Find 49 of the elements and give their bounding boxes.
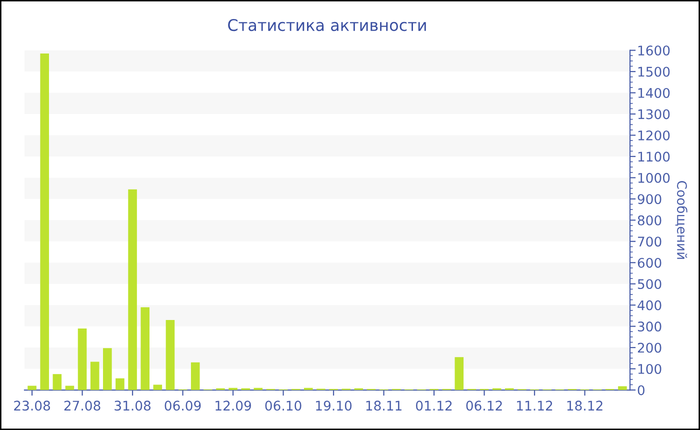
- bar: [254, 388, 263, 390]
- y-tick-label: 1100: [638, 152, 670, 162]
- bar: [90, 362, 100, 390]
- y-tick-label: 500: [638, 279, 662, 290]
- y-axis-title: Сообщений: [675, 180, 688, 259]
- x-tick-label: 06.12: [466, 400, 502, 411]
- y-tick-label: 1600: [638, 46, 670, 56]
- bar: [166, 320, 175, 390]
- bar: [116, 378, 124, 390]
- bar: [228, 388, 238, 390]
- x-tick-label: 27.08: [64, 400, 100, 411]
- y-tick-label: 200: [638, 342, 662, 353]
- y-tick-label: 1300: [638, 109, 670, 120]
- y-tick-label: 0: [638, 385, 644, 396]
- y-tick-label: 800: [638, 215, 662, 226]
- x-tick-label: 01.12: [416, 400, 452, 411]
- bar: [454, 357, 464, 390]
- bar: [40, 53, 49, 390]
- bar: [128, 189, 137, 390]
- x-tick-label: 19.10: [316, 400, 352, 411]
- bar: [304, 388, 313, 390]
- y-tick-label: 1400: [638, 88, 670, 98]
- y-tick-label: 400: [638, 300, 662, 310]
- y-tick-label: 100: [638, 364, 662, 374]
- y-tick-label: 600: [638, 258, 662, 268]
- bar: [153, 384, 162, 390]
- y-tick-label: 700: [638, 236, 662, 247]
- y-tick-label: 1200: [638, 130, 670, 140]
- bar: [618, 386, 627, 390]
- x-tick-label: 11.12: [517, 400, 552, 410]
- bar: [28, 386, 36, 390]
- bar: [65, 386, 74, 390]
- chart-title: Статистика активности: [228, 19, 426, 32]
- x-tick-label: 31.08: [114, 400, 151, 411]
- x-tick-label: 23.08: [14, 400, 50, 411]
- bar: [103, 348, 112, 390]
- bar: [52, 374, 62, 390]
- x-tick-label: 06.10: [265, 400, 302, 411]
- bar: [78, 328, 87, 390]
- y-tick-label: 900: [638, 194, 662, 204]
- x-tick-label: 06.09: [164, 400, 201, 411]
- y-tick-label: 1500: [638, 66, 670, 77]
- x-tick-label: 12.09: [216, 400, 251, 411]
- bar: [140, 307, 150, 390]
- y-tick-label: 300: [638, 322, 662, 332]
- bar: [190, 362, 200, 390]
- x-tick-label: 18.11: [366, 400, 402, 411]
- x-tick-label: 18.12: [567, 400, 602, 411]
- y-tick-label: 1000: [638, 172, 670, 183]
